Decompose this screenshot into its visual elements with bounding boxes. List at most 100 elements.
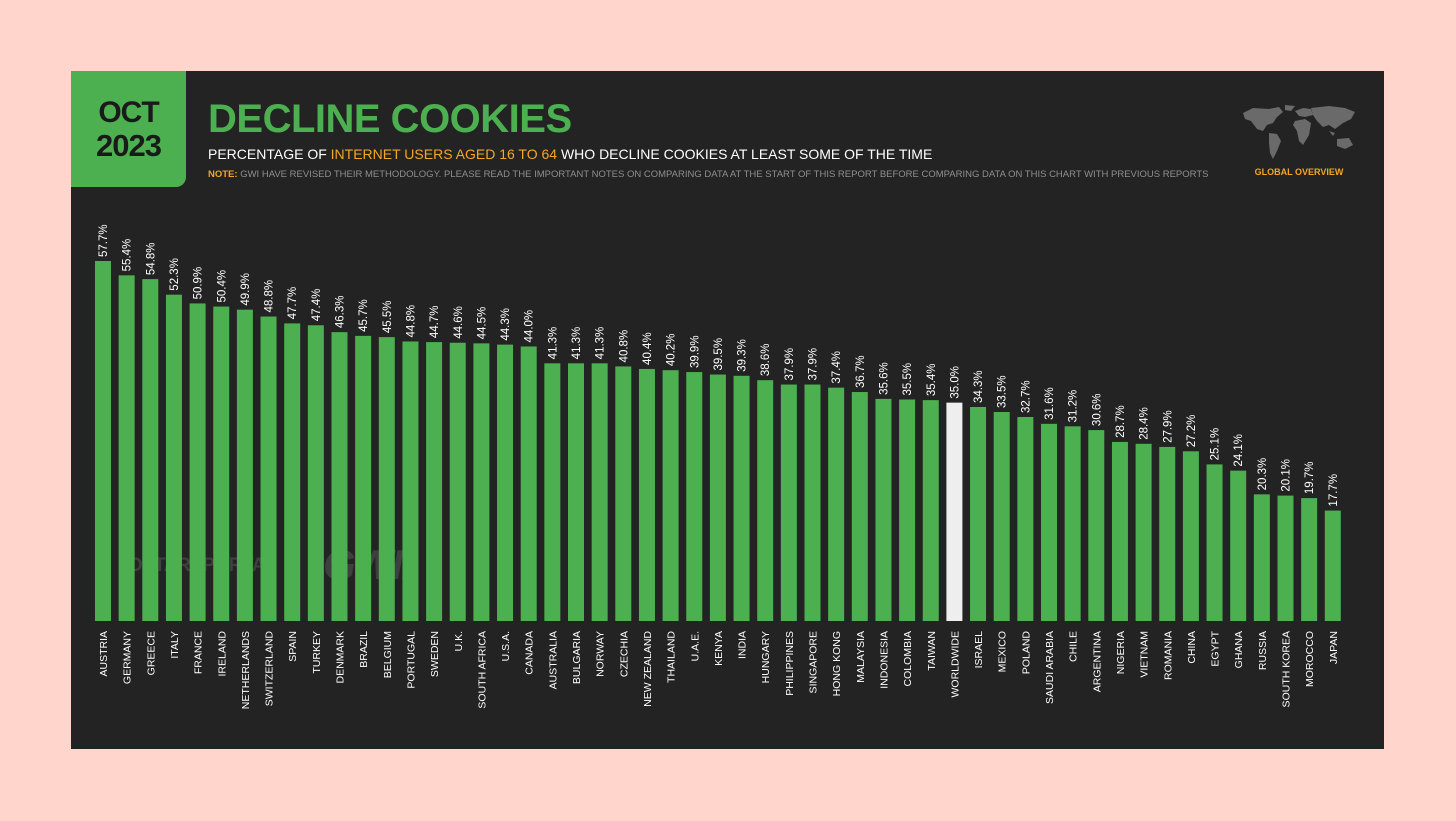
bar-malaysia	[851, 392, 868, 621]
value-label-chile: 31.2%	[1068, 390, 1080, 423]
category-label-taiwan: TAIWAN	[926, 631, 938, 671]
value-label-israel: 34.3%	[973, 370, 985, 403]
category-label-worldwide: WORLDWIDE	[949, 631, 961, 698]
bar-poland	[1017, 416, 1034, 621]
note-text: GWI HAVE REVISED THEIR METHODOLOGY. PLEA…	[237, 169, 1209, 180]
bar-france	[189, 303, 206, 621]
category-label-u-k: U.K.	[453, 631, 465, 651]
category-label-kenya: KENYA	[713, 631, 725, 666]
value-label-india: 39.3%	[737, 339, 749, 372]
category-label-spain: SPAIN	[287, 631, 299, 662]
date-year: 2023	[96, 127, 162, 163]
bar-spain	[284, 323, 301, 621]
value-label-romania: 27.9%	[1162, 410, 1174, 443]
value-label-mexico: 33.5%	[997, 375, 1009, 408]
value-label-brazil: 45.7%	[358, 299, 370, 332]
bar-bulgaria	[568, 363, 584, 621]
category-label-germany: GERMANY	[122, 631, 134, 684]
category-label-france: FRANCE	[193, 631, 205, 674]
value-label-worldwide: 35.0%	[949, 366, 961, 399]
category-label-ireland: IRELAND	[216, 631, 228, 677]
bar-chile	[1064, 426, 1081, 621]
value-label-spain: 47.7%	[287, 287, 299, 320]
date-month: OCT	[98, 95, 159, 129]
bar-italy	[165, 294, 182, 621]
value-label-belgium: 45.5%	[382, 301, 394, 334]
value-label-russia: 20.3%	[1257, 458, 1269, 491]
page-title: DECLINE COOKIES	[208, 97, 572, 141]
category-label-romania: ROMANIA	[1162, 631, 1174, 680]
value-label-hungary: 38.6%	[760, 344, 772, 377]
bar-morocco	[1301, 498, 1318, 621]
bar-romania	[1159, 446, 1176, 621]
category-label-austria: AUSTRIA	[98, 631, 110, 677]
global-overview-badge: GLOBAL OVERVIEW	[1254, 167, 1344, 177]
value-label-greece: 54.8%	[145, 242, 157, 275]
category-label-canada: CANADA	[524, 631, 536, 675]
category-label-mexico: MEXICO	[997, 631, 1009, 672]
value-label-poland: 32.7%	[1020, 380, 1032, 413]
bar-norway	[591, 363, 608, 621]
bar-chart: 57.7% AUSTRIA 55.4% GERMANY 54.8% GREECE 52.3%…	[95, 224, 1341, 709]
bar-u-s-a	[497, 344, 514, 621]
value-label-china: 27.2%	[1186, 415, 1198, 448]
category-label-australia: AUSTRALIA	[547, 631, 559, 689]
bar-brazil	[355, 335, 372, 621]
category-label-ghana: GHANA	[1233, 631, 1245, 668]
category-label-switzerland: SWITZERLAND	[264, 631, 276, 707]
value-label-colombia: 35.5%	[902, 363, 914, 396]
bar-netherlands	[236, 309, 253, 621]
bar-nigeria	[1111, 441, 1128, 621]
bar-australia	[544, 363, 561, 621]
value-label-philippines: 37.9%	[784, 348, 796, 381]
bar-colombia	[899, 399, 916, 621]
category-label-russia: RUSSIA	[1257, 631, 1269, 670]
value-label-bulgaria: 41.3%	[571, 327, 583, 360]
category-label-south-korea: SOUTH KOREA	[1281, 631, 1293, 707]
bar-new-zealand	[638, 368, 655, 621]
category-label-u-s-a: U.S.A.	[500, 631, 512, 661]
bar-taiwan	[922, 400, 939, 621]
bar-turkey	[307, 325, 324, 621]
bar-russia	[1253, 494, 1270, 621]
category-label-sweden: SWEDEN	[429, 631, 441, 677]
bar-worldwide	[946, 402, 963, 621]
chart-panel: OCT 2023 DECLINE COOKIES PERCENTAGE OF I…	[71, 71, 1384, 749]
subtitle-prefix: PERCENTAGE OF	[208, 146, 331, 162]
bar-egypt	[1206, 464, 1223, 621]
category-label-greece: GREECE	[145, 631, 157, 675]
value-label-sweden: 44.7%	[429, 305, 441, 338]
value-label-ireland: 50.4%	[216, 270, 228, 303]
bar-mexico	[993, 411, 1010, 621]
value-label-argentina: 30.6%	[1091, 393, 1103, 426]
bar-singapore	[804, 384, 821, 621]
bar-ghana	[1230, 470, 1247, 621]
value-label-japan: 17.7%	[1328, 474, 1340, 507]
bar-philippines	[780, 384, 797, 621]
value-label-switzerland: 48.8%	[264, 280, 276, 313]
category-label-vietnam: VIETNAM	[1139, 631, 1151, 678]
category-label-portugal: PORTUGAL	[405, 631, 417, 689]
bar-canada	[520, 346, 537, 621]
value-label-portugal: 44.8%	[405, 305, 417, 338]
category-label-new-zealand: NEW ZEALAND	[642, 631, 654, 707]
bar-greece	[142, 279, 159, 621]
value-label-austria: 57.7%	[98, 224, 110, 257]
bar-u-k	[449, 342, 466, 621]
category-label-singapore: SINGAPORE	[808, 631, 820, 693]
bar-austria	[95, 261, 111, 621]
note-label: NOTE:	[208, 169, 238, 180]
category-label-czechia: CZECHIA	[618, 631, 630, 677]
value-label-new-zealand: 40.4%	[642, 332, 654, 365]
value-label-vietnam: 28.4%	[1139, 407, 1151, 440]
value-label-u-a-e: 39.9%	[689, 335, 701, 368]
bar-israel	[970, 406, 987, 621]
category-label-argentina: ARGENTINA	[1091, 631, 1103, 692]
bar-saudi-arabia	[1041, 423, 1057, 621]
bar-india	[733, 375, 750, 621]
bar-hong-kong	[828, 387, 845, 621]
category-label-thailand: THAILAND	[666, 631, 678, 683]
bar-portugal	[402, 341, 419, 621]
value-label-france: 50.9%	[193, 267, 205, 300]
category-label-netherlands: NETHERLANDS	[240, 631, 252, 709]
